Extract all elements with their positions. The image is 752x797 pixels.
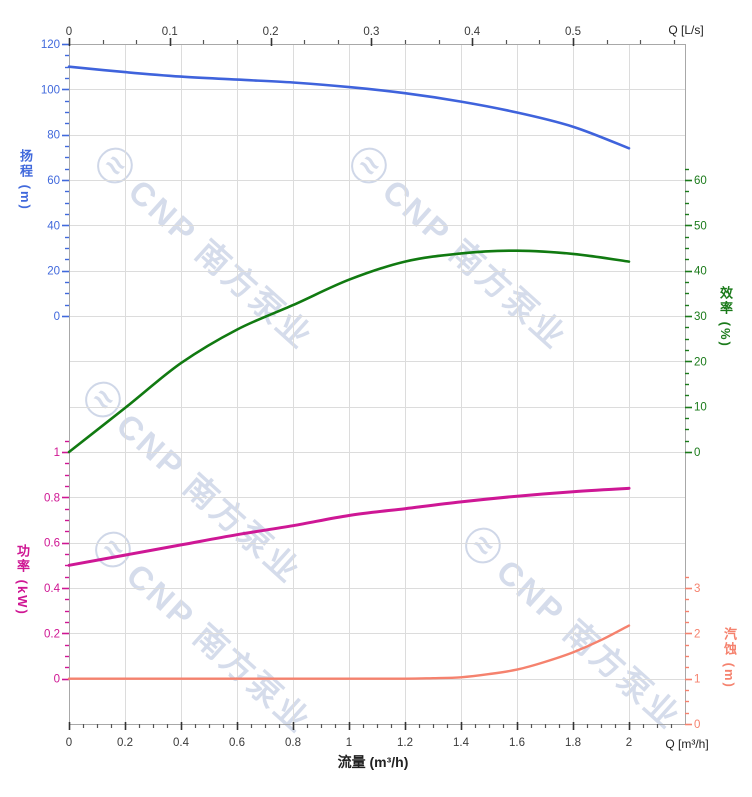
curve-head	[67, 65, 631, 150]
flow-axis-title: 流量 (m³/h)	[337, 754, 409, 770]
flow_bottom-axis: 0 0.2 0.4 0.6 0.8 1 1.2 1.4 1.6 1.8 2	[66, 722, 673, 749]
flow_top-tick-label: 0.1	[162, 26, 178, 38]
efficiency-axis-title: 效率 (%)	[718, 286, 733, 348]
flow_top-tick-label: 0.2	[263, 26, 279, 38]
flow_top-tick-label: 0.4	[464, 26, 481, 38]
head-tick-label: 20	[47, 266, 60, 278]
npsh-tick-label: 2	[694, 628, 700, 640]
power-axis: 1 0.8 0.6 0.4 0.2 0	[44, 440, 69, 686]
npsh-tick-label: 0	[694, 719, 700, 731]
npsh-tick-label: 1	[694, 674, 700, 686]
flow_bottom-tick-label: 0.8	[285, 737, 301, 749]
flow_top-tick-label: 0.3	[363, 26, 379, 38]
eff-tick-label: 20	[694, 356, 707, 368]
eff-axis: 60 50 40 30 20 10 0	[685, 168, 707, 459]
flow_top-tick-label: 0.5	[565, 26, 581, 38]
curve-power	[67, 486, 631, 567]
curve-eff	[67, 249, 631, 454]
q-m3h-unit-label: Q [m³/h]	[665, 737, 709, 751]
npsh-tick-label: 3	[694, 583, 700, 595]
power-tick-label: 0.2	[44, 628, 60, 640]
head-tick-label: 40	[47, 220, 60, 232]
head-axis: 120 100 80 60 40 20 0	[41, 39, 69, 323]
gridlines	[69, 44, 685, 724]
flow_bottom-tick-label: 1.8	[565, 737, 581, 749]
head-axis-title: 扬程 (m)	[18, 149, 33, 211]
eff-tick-label: 40	[694, 266, 707, 278]
power-tick-label: 0.8	[44, 492, 60, 504]
head-tick-label: 100	[41, 84, 60, 96]
flow_bottom-tick-label: 2	[626, 737, 632, 749]
head-tick-label: 60	[47, 175, 60, 187]
flow_bottom-tick-label: 0	[66, 737, 72, 749]
power-tick-label: 0	[54, 674, 60, 686]
power-tick-label: 0.4	[44, 583, 61, 595]
power-tick-label: 1	[54, 447, 60, 459]
curve-npsh	[67, 624, 631, 680]
flow_top-axis: 0 0.1 0.2 0.3 0.4 0.5	[66, 26, 676, 46]
flow_top-tick-label: 0	[66, 26, 72, 38]
eff-tick-label: 30	[694, 311, 707, 323]
eff-tick-label: 60	[694, 175, 707, 187]
power-axis-title: 功率 (kW)	[15, 544, 30, 616]
flow_bottom-tick-label: 1.6	[509, 737, 525, 749]
npsh-axis-title: 汽蚀 (m)	[722, 627, 737, 689]
eff-tick-label: 10	[694, 402, 707, 414]
flow_bottom-tick-label: 1.4	[453, 737, 470, 749]
flow_bottom-tick-label: 0.2	[117, 737, 133, 749]
power-tick-label: 0.6	[44, 538, 60, 550]
flow_bottom-tick-label: 0.4	[173, 737, 190, 749]
head-tick-label: 80	[47, 130, 60, 142]
eff-tick-label: 0	[694, 447, 700, 459]
flow_bottom-tick-label: 0.6	[229, 737, 245, 749]
flow_bottom-tick-label: 1	[346, 737, 352, 749]
q-ls-unit-label: Q [L/s]	[668, 23, 704, 37]
flow_bottom-tick-label: 1.2	[397, 737, 413, 749]
head-tick-label: 120	[41, 39, 60, 51]
head-tick-label: 0	[54, 311, 60, 323]
plot-frame	[69, 44, 686, 725]
eff-tick-label: 50	[694, 220, 707, 232]
npsh-axis: 3 2 1 0	[685, 576, 700, 731]
